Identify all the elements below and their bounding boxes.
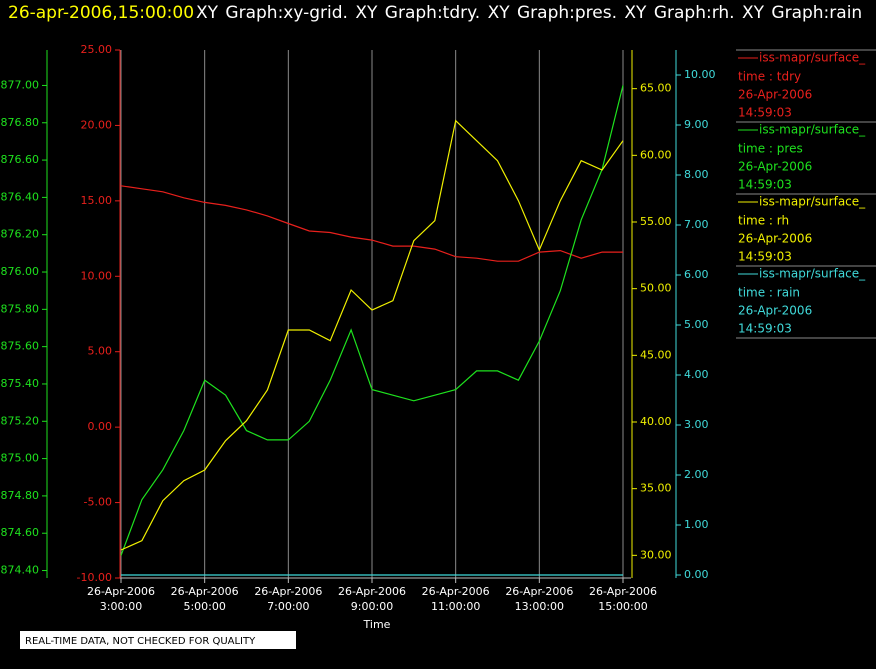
y-tick-label: 0.00 <box>88 420 113 433</box>
y-tick-label: 8.00 <box>684 168 709 181</box>
y-tick-label: 875.20 <box>1 414 40 427</box>
x-tick-label: 26-Apr-2006 <box>338 585 406 598</box>
legend-label: time : rh <box>738 214 789 228</box>
series-line <box>120 185 623 262</box>
legend-entry: iss-mapr/surface_ <box>759 51 866 65</box>
x-tick-label: 9:00:00 <box>351 600 393 613</box>
y-tick-label: 3.00 <box>684 418 709 431</box>
y-tick-label: 875.80 <box>1 302 40 315</box>
legend-label: time : tdry <box>738 70 801 84</box>
y-tick-label: 874.80 <box>1 489 40 502</box>
x-tick-label: 26-Apr-2006 <box>171 585 239 598</box>
y-tick-label: 6.00 <box>684 268 709 281</box>
y-tick-label: 35.00 <box>640 482 672 495</box>
y-tick-label: -10.00 <box>77 571 112 584</box>
x-tick-label: 15:00:00 <box>598 600 647 613</box>
legend-label: time : rain <box>738 286 800 300</box>
x-tick-label: 7:00:00 <box>267 600 309 613</box>
legend-time: 14:59:03 <box>738 322 792 336</box>
legend-entry: iss-mapr/surface_ <box>759 123 866 137</box>
series-line <box>120 119 624 551</box>
y-tick-label: 15.00 <box>81 194 113 207</box>
y-tick-label: 0.00 <box>684 568 709 581</box>
y-tick-label: 875.40 <box>1 377 40 390</box>
chart-title: XY Graph:xy-grid. XY Graph:tdry. XY Grap… <box>196 3 862 23</box>
y-tick-label: 5.00 <box>684 318 709 331</box>
x-tick-label: 5:00:00 <box>183 600 225 613</box>
y-tick-label: 55.00 <box>640 215 672 228</box>
y-tick-label: 65.00 <box>640 82 672 95</box>
y-tick-label: 20.00 <box>81 118 113 131</box>
note-box <box>20 631 296 649</box>
legend-time: 14:59:03 <box>738 106 792 120</box>
x-tick-label: 26-Apr-2006 <box>87 585 155 598</box>
x-axis-label: Time <box>363 618 391 631</box>
legend-date: 26-Apr-2006 <box>738 88 812 102</box>
y-tick-label: 876.60 <box>1 153 40 166</box>
y-tick-label: 10.00 <box>684 68 716 81</box>
y-tick-label: 7.00 <box>684 218 709 231</box>
y-tick-label: 1.00 <box>684 518 709 531</box>
y-tick-label: 875.00 <box>1 452 40 465</box>
y-tick-label: 5.00 <box>88 345 113 358</box>
series-line <box>120 85 624 556</box>
y-tick-label: 40.00 <box>640 415 672 428</box>
timestamp: 26-apr-2006,15:00:00 <box>8 3 194 23</box>
x-tick-label: 3:00:00 <box>100 600 142 613</box>
x-tick-label: 26-Apr-2006 <box>422 585 490 598</box>
y-tick-label: 10.00 <box>81 269 113 282</box>
y-tick-label: 45.00 <box>640 348 672 361</box>
legend-entry: iss-mapr/surface_ <box>759 195 866 209</box>
x-tick-label: 26-Apr-2006 <box>505 585 573 598</box>
y-tick-label: -5.00 <box>84 496 112 509</box>
y-tick-label: 874.40 <box>1 564 40 577</box>
y-tick-label: 2.00 <box>684 468 709 481</box>
x-tick-label: 11:00:00 <box>431 600 480 613</box>
legend-date: 26-Apr-2006 <box>738 160 812 174</box>
y-tick-label: 50.00 <box>640 282 672 295</box>
legend-date: 26-Apr-2006 <box>738 232 812 246</box>
x-tick-label: 13:00:00 <box>515 600 564 613</box>
note: REAL-TIME DATA, NOT CHECKED FOR QUALITY <box>25 636 256 647</box>
y-tick-label: 60.00 <box>640 148 672 161</box>
y-tick-label: 874.60 <box>1 526 40 539</box>
legend-entry: iss-mapr/surface_ <box>759 267 866 281</box>
legend-time: 14:59:03 <box>738 178 792 192</box>
y-tick-label: 25.00 <box>81 43 113 56</box>
y-tick-label: 30.00 <box>640 548 672 561</box>
legend-date: 26-Apr-2006 <box>738 304 812 318</box>
y-tick-label: 876.20 <box>1 228 40 241</box>
y-tick-label: 876.00 <box>1 265 40 278</box>
legend-label: time : pres <box>738 142 803 156</box>
y-tick-label: 877.00 <box>1 78 40 91</box>
x-tick-label: 26-Apr-2006 <box>254 585 322 598</box>
x-tick-label: 26-Apr-2006 <box>589 585 657 598</box>
y-tick-label: 4.00 <box>684 368 709 381</box>
y-tick-label: 876.40 <box>1 190 40 203</box>
legend-time: 14:59:03 <box>738 250 792 264</box>
y-tick-label: 875.60 <box>1 340 40 353</box>
y-tick-label: 876.80 <box>1 116 40 129</box>
y-tick-label: 9.00 <box>684 118 709 131</box>
